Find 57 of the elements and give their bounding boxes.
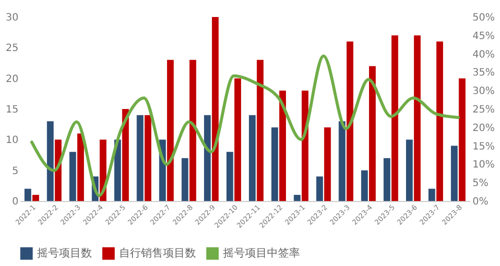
bar [204,115,211,201]
bar [136,115,144,201]
bar [32,194,40,201]
y-tick-label: 10 [6,135,18,146]
bar [69,152,76,201]
line-series [30,54,460,197]
bar [226,152,234,201]
bar [324,127,331,201]
bar [248,115,256,201]
bar [24,188,32,201]
y2-tick-label: 50% [472,12,495,24]
y-tick-label: 25 [6,43,18,54]
bar [182,158,188,201]
bar [212,17,219,201]
bar [361,170,368,201]
y2-tick-label: 10% [472,160,495,171]
bar [346,42,354,201]
y2-tick-label: 25% [472,104,495,116]
y-tick-label: 5 [12,166,18,177]
bar [167,60,174,201]
bar [338,121,346,201]
bar [279,90,286,201]
bar [436,42,444,201]
y2-tick-label: 20% [472,122,495,134]
y2-tick-label: 35% [472,68,495,79]
legend-label: 摇号项目数 [37,246,92,260]
bar [414,35,421,201]
bar [406,140,413,201]
bar [144,115,152,201]
bar [189,60,196,201]
bar [369,66,376,201]
y2-tick-label: 40% [472,49,495,60]
y-tick-label: 15 [6,104,18,116]
bar [271,127,278,201]
bar [122,109,129,201]
bar [46,121,54,201]
bar [316,176,323,201]
bar [458,78,466,201]
y2-tick-label: 5% [472,178,488,190]
y2-tick-label: 0% [472,196,488,208]
bar [256,60,264,201]
y2-tick-label: 45% [472,30,495,42]
bar [302,90,308,201]
y2-tick-label: 30% [472,86,495,98]
legend-label: 自行销售项目数 [119,246,196,260]
y-tick-label: 30 [6,12,18,24]
bar [428,188,436,201]
bar [391,35,398,201]
bar [294,194,301,201]
legend-label: 摇号项目中签率 [223,246,300,260]
bar [234,78,242,201]
bar [77,134,84,201]
bar [450,146,458,201]
y-tick-label: 20 [6,74,18,85]
y-tick-label: 0 [12,196,18,208]
bar [384,158,390,201]
y2-tick-label: 15% [472,141,495,152]
